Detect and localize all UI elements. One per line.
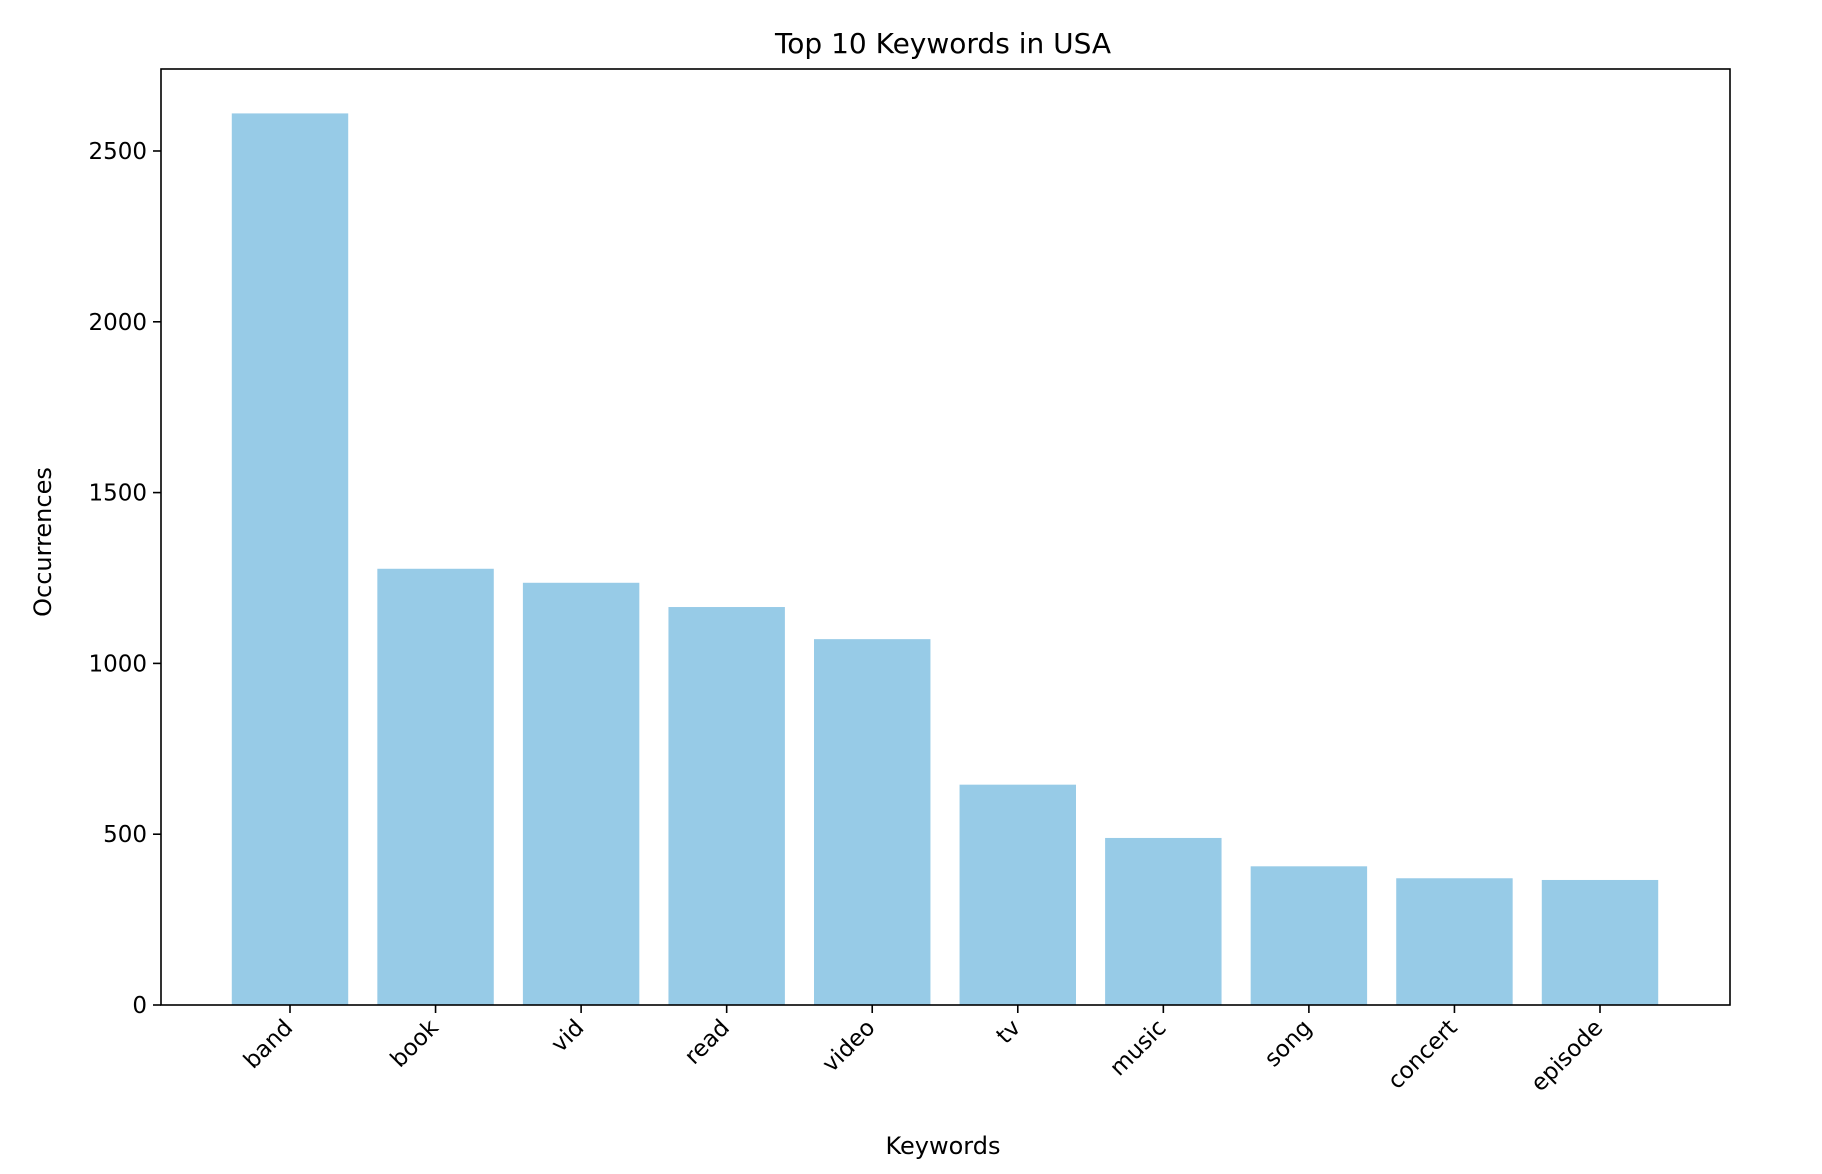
bar-tv: [959, 784, 1076, 1005]
y-tick-label-2000: 2000: [88, 310, 147, 336]
bar-song: [1250, 866, 1368, 1005]
y-tick-label-1000: 1000: [88, 651, 147, 677]
plot-frame: [160, 68, 1731, 1006]
chart-title: Top 10 Keywords in USA: [774, 27, 1111, 60]
x-tick-label-concert: concert: [1383, 1015, 1463, 1095]
x-tick-label-video: video: [818, 1015, 881, 1078]
bar-vid: [522, 582, 640, 1005]
x-tick-label-tv: tv: [992, 1015, 1026, 1049]
x-tick-label-read: read: [680, 1015, 735, 1070]
x-tick-label-episode: episode: [1526, 1015, 1608, 1097]
y-tick-label-500: 500: [103, 822, 147, 848]
y-tick-label-1500: 1500: [88, 481, 147, 507]
x-axis-label: Keywords: [885, 1132, 1000, 1160]
x-tick-label-song: song: [1260, 1015, 1317, 1072]
y-axis-label: Occurrences: [29, 467, 57, 617]
bar-band: [231, 113, 349, 1006]
bar-music: [1105, 837, 1222, 1005]
bar-book: [377, 568, 494, 1005]
bar-concert: [1396, 878, 1513, 1005]
x-tick-label-vid: vid: [546, 1015, 589, 1058]
x-tick-label-band: band: [239, 1015, 298, 1074]
x-tick-label-music: music: [1105, 1015, 1171, 1081]
bar-video: [814, 639, 931, 1005]
y-tick-label-0: 0: [132, 993, 147, 1019]
x-axis: band book vid read video tv music song concert ep…: [239, 1005, 1608, 1097]
bars-group: [231, 113, 1659, 1006]
bar-episode: [1541, 879, 1659, 1005]
y-axis: 0 500 1000 1500 2000 2500: [88, 139, 161, 1019]
bar-read: [668, 607, 785, 1005]
x-tick-label-book: book: [386, 1014, 445, 1073]
y-tick-label-2500: 2500: [88, 139, 147, 165]
